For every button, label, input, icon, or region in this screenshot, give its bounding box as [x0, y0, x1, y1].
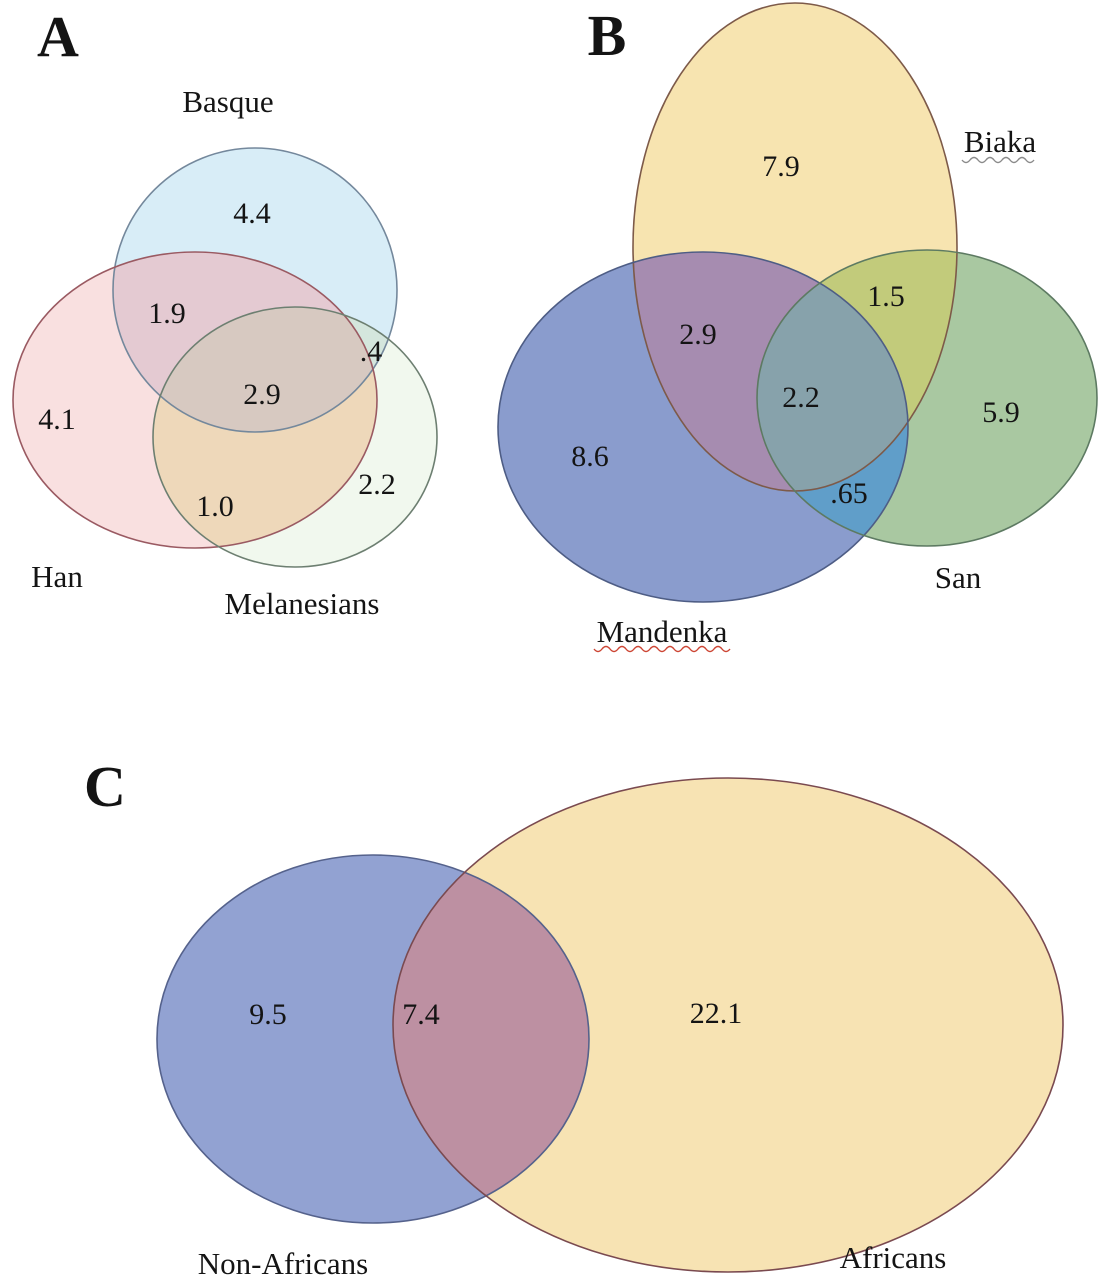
africans-set	[393, 778, 1063, 1272]
basque-melanesians-value: .4	[360, 335, 383, 368]
panel-b-center-overlap-fill	[757, 252, 908, 491]
san-outline	[756, 249, 1098, 547]
panel-a-center-overlap-fill	[153, 307, 377, 432]
non-africans-only-value: 9.5	[249, 998, 287, 1031]
panel-b-venn: B Biaka Mandenka San 7.9 1.5 2.9 2.2 8.6…	[497, 2, 1098, 653]
biaka-only-value: 7.9	[762, 150, 800, 183]
san-label: San	[935, 560, 982, 595]
basque-only-value: 4.4	[233, 197, 271, 230]
panel-b-center-overlap	[757, 252, 908, 491]
panel-a-venn: A Basque Han Melanesians 4.4 1.9 .4 2.9 …	[12, 4, 438, 621]
melanesians-outline	[152, 306, 438, 568]
mandenka-san-value: .65	[830, 477, 868, 510]
panel-c-letter: C	[84, 754, 126, 819]
mandenka-label: Mandenka	[597, 614, 728, 649]
han-only-value: 4.1	[38, 403, 76, 436]
panel-b-letter: B	[588, 3, 627, 68]
mandenka-spellcheck-underline	[593, 645, 731, 653]
basque-label: Basque	[182, 84, 273, 119]
biaka-san-value: 1.5	[867, 280, 905, 313]
melanesians-label: Melanesians	[225, 586, 380, 621]
panel-a-letter: A	[37, 4, 79, 69]
han-melanesians-value: 1.0	[196, 490, 234, 523]
non-africans-label: Non-Africans	[198, 1246, 368, 1280]
africans-label: Africans	[840, 1240, 947, 1275]
han-label: Han	[31, 559, 83, 594]
non-africans-africans-value: 7.4	[402, 998, 440, 1031]
basque-outline	[112, 147, 398, 433]
mandenka-only-value: 8.6	[571, 440, 609, 473]
mandenka-outline	[497, 251, 909, 603]
panel-a-center-value: 2.9	[243, 378, 281, 411]
panel-c-venn: C 9.5 7.4 22.1 Non-Africans Africans	[84, 754, 1064, 1280]
non-africans-africans-overlap	[393, 855, 589, 1223]
africans-outline	[392, 777, 1064, 1273]
san-only-value: 5.9	[982, 396, 1020, 429]
panel-b-center-value: 2.2	[782, 381, 820, 414]
melanesians-only-value: 2.2	[358, 468, 396, 501]
biaka-mandenka-value: 2.9	[679, 318, 717, 351]
non-africans-outline	[156, 854, 590, 1224]
biaka-spellcheck-underline	[961, 156, 1035, 164]
han-outline	[12, 251, 378, 549]
africans-only-value: 22.1	[690, 997, 743, 1030]
basque-han-value: 1.9	[148, 297, 186, 330]
panel-a-center-overlap	[153, 307, 377, 432]
biaka-label: Biaka	[964, 124, 1037, 159]
